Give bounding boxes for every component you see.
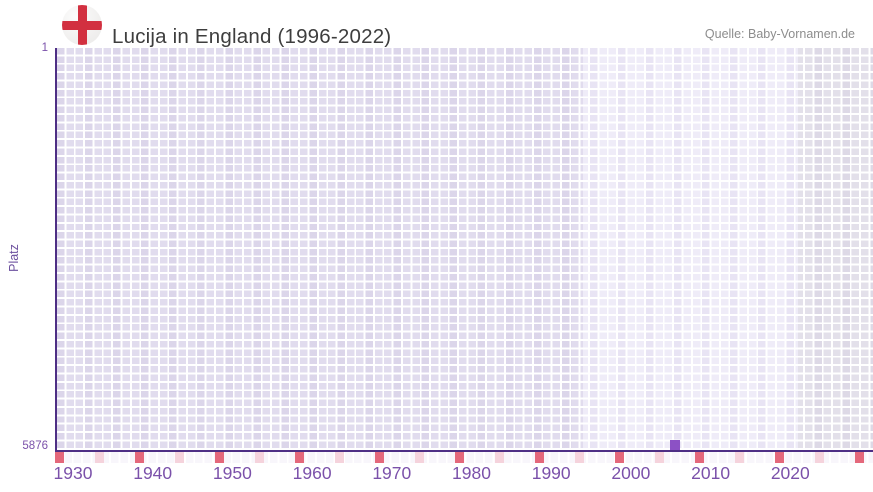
y-tick-bottom: 5876 <box>22 440 48 452</box>
tick-mark-light <box>655 452 665 463</box>
tick-mark-light <box>415 452 425 463</box>
x-tick-row <box>55 452 873 463</box>
chart-title: Lucija in England (1996-2022) <box>112 24 392 48</box>
y-axis-title: Platz <box>7 244 21 272</box>
tick-mark-dark <box>535 452 545 463</box>
x-tick-label: 2010 <box>691 463 731 483</box>
tick-mark-dark <box>855 452 865 463</box>
tick-mark-dark <box>55 452 65 463</box>
x-tick-label: 1960 <box>292 463 332 483</box>
pixel-grid <box>57 48 873 450</box>
tick-mark-dark <box>375 452 385 463</box>
x-tick-label: 1970 <box>372 463 412 483</box>
x-tick-label: 1930 <box>53 463 93 483</box>
x-tick-label: 1990 <box>531 463 571 483</box>
plot-area <box>55 48 873 452</box>
x-tick-label: 1940 <box>133 463 173 483</box>
tick-mark-light <box>95 452 105 463</box>
source-attribution: Quelle: Baby-Vornamen.de <box>704 27 855 41</box>
x-tick-label: 1980 <box>452 463 491 483</box>
tick-mark-light <box>175 452 185 463</box>
tick-mark-dark <box>295 452 305 463</box>
tick-mark-light <box>335 452 345 463</box>
y-tick-top: 1 <box>41 42 48 54</box>
x-tick-label: 1950 <box>212 463 252 483</box>
tick-mark-dark <box>455 452 465 463</box>
tick-mark-dark <box>215 452 225 463</box>
data-point-marker <box>669 440 680 450</box>
x-axis-labels: 1930 1940 1950 1960 1970 1980 1990 2000 2010 2020 <box>0 463 873 487</box>
tick-mark-dark <box>775 452 785 463</box>
tick-mark-light <box>815 452 825 463</box>
tick-mark-light <box>735 452 745 463</box>
tick-mark-light <box>575 452 585 463</box>
tick-mark-dark <box>695 452 705 463</box>
england-flag-icon <box>62 5 102 45</box>
tick-mark-dark <box>615 452 625 463</box>
tick-mark-light <box>255 452 265 463</box>
tick-mark-dark <box>135 452 145 463</box>
x-tick-label: 2000 <box>611 463 651 483</box>
flag-cross-vertical <box>77 5 87 45</box>
x-tick-label: 2020 <box>770 463 810 483</box>
tick-mark-light <box>495 452 505 463</box>
